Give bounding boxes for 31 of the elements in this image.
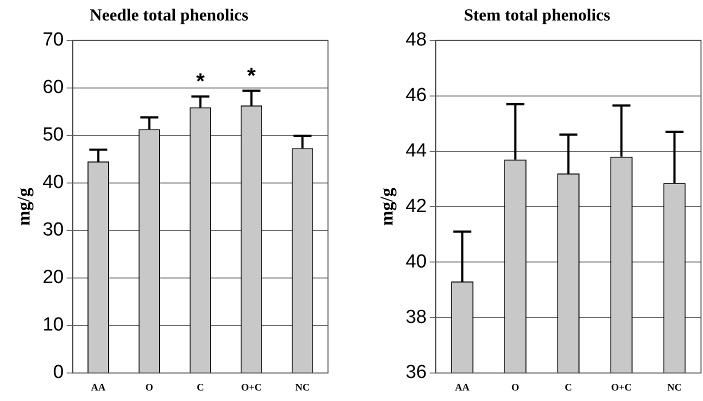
y-tick-label: 10 xyxy=(42,314,64,336)
y-tick-label: 48 xyxy=(406,30,427,51)
x-tick-label: O+C xyxy=(611,382,632,394)
y-tick-label: 30 xyxy=(42,220,64,241)
x-tick-label: O xyxy=(511,382,520,394)
x-tick-label: AA xyxy=(455,382,470,394)
x-tick-label: C xyxy=(564,382,572,394)
y-axis-title: mg/g xyxy=(376,188,396,226)
y-tick-label: 44 xyxy=(406,140,428,162)
x-tick-label: C xyxy=(196,382,204,394)
x-tick-label: O+C xyxy=(241,382,262,394)
y-tick-label: 42 xyxy=(406,196,427,217)
annotation: * xyxy=(196,68,206,94)
chart-title: Stem total phenolics xyxy=(464,6,611,25)
y-tick-label: 40 xyxy=(406,251,427,272)
y-tick-label: 38 xyxy=(406,306,427,328)
y-tick-label: 20 xyxy=(42,267,64,288)
y-axis-title: mg/g xyxy=(13,188,34,226)
y-tick-label: 46 xyxy=(406,85,427,106)
x-tick-label: NC xyxy=(667,382,682,394)
x-tick-label: NC xyxy=(295,382,310,394)
chart-title: Needle total phenolics xyxy=(90,6,249,25)
y-tick-label: 60 xyxy=(42,77,64,98)
x-tick-label: O xyxy=(145,382,154,394)
x-tick-label: AA xyxy=(91,382,106,394)
annotation: * xyxy=(247,62,256,88)
y-tick-label: 70 xyxy=(42,30,64,51)
y-tick-label: 40 xyxy=(42,172,64,194)
y-tick-label: 50 xyxy=(42,124,64,146)
y-tick-label: 0 xyxy=(53,362,64,384)
y-tick-label: 36 xyxy=(406,362,427,384)
